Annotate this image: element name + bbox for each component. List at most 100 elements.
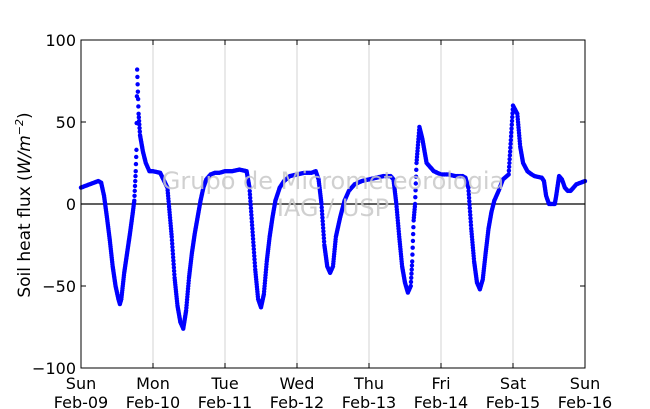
data-point <box>136 118 142 124</box>
data-point <box>509 118 515 124</box>
axis-ticks <box>80 39 586 369</box>
x-tick-day-label: Wed <box>280 374 315 393</box>
data-point <box>409 271 414 276</box>
x-tick-day-label: Tue <box>210 374 238 393</box>
x-tick-date-label: Feb-10 <box>126 393 180 409</box>
data-point <box>468 219 473 224</box>
data-point <box>413 194 418 200</box>
data-point <box>249 216 254 221</box>
data-point <box>133 169 138 174</box>
y-axis-label-text: Soil heat flux ( <box>15 174 35 297</box>
x-tick-labels: SunFeb-09MonFeb-10TueFeb-11WedFeb-12ThuF… <box>54 374 612 409</box>
data-point <box>251 243 256 248</box>
data-point <box>508 141 513 147</box>
data-point <box>410 252 415 257</box>
data-point <box>250 229 255 235</box>
data-point <box>510 111 515 116</box>
data-point <box>170 241 175 246</box>
data-point <box>506 164 512 170</box>
y-axis-label-close: ) <box>15 112 35 119</box>
data-point <box>133 178 138 184</box>
data-point <box>466 192 472 197</box>
data-point <box>466 185 471 190</box>
x-tick-date-label: Feb-09 <box>54 393 108 409</box>
data-point <box>132 198 137 203</box>
data-point <box>467 202 472 207</box>
data-point <box>410 259 415 264</box>
y-tick-labels: 100 50 0 −50 −100 <box>32 31 76 378</box>
data-point <box>171 261 176 267</box>
data-point <box>170 255 176 260</box>
data-point <box>410 231 416 237</box>
data-point <box>509 126 514 131</box>
data-point <box>170 251 176 257</box>
data-point <box>468 216 473 221</box>
data-point <box>509 130 514 135</box>
data-point <box>171 265 177 270</box>
y-tick-label: 0 <box>66 195 76 214</box>
data-point <box>409 275 414 280</box>
data-point <box>132 193 137 198</box>
x-tick-date-label: Feb-13 <box>342 393 396 409</box>
y-tick-label: −50 <box>42 277 76 296</box>
x-tick-day-label: Sun <box>66 374 96 393</box>
data-point <box>466 188 471 194</box>
data-point <box>169 238 175 243</box>
y-tick-label: −100 <box>32 359 76 378</box>
x-tick-day-label: Thu <box>353 374 384 393</box>
data-point <box>507 153 513 158</box>
data-point <box>169 234 174 239</box>
x-tick-day-label: Fri <box>431 374 450 393</box>
data-point <box>466 195 472 201</box>
data-point <box>413 181 418 186</box>
data-point <box>132 183 138 189</box>
data-point <box>510 114 515 120</box>
y-tick-label: 50 <box>56 113 76 132</box>
data-point <box>132 188 137 194</box>
data-points <box>78 67 588 331</box>
x-tick-day-label: Sun <box>570 374 600 393</box>
data-point <box>320 218 325 224</box>
data-point <box>251 246 256 252</box>
data-point <box>170 248 175 253</box>
data-point <box>250 236 256 242</box>
data-point <box>467 199 472 204</box>
data-point <box>506 168 512 173</box>
data-point <box>321 232 326 237</box>
data-point <box>409 267 414 272</box>
data-point <box>134 147 139 153</box>
data-point <box>320 222 326 227</box>
data-point <box>508 134 514 139</box>
data-point <box>250 233 256 238</box>
data-point <box>506 172 511 177</box>
data-point <box>409 263 415 268</box>
x-tick-day-label: Sat <box>500 374 526 393</box>
watermark: Grupo de Micrometeorologia IAG / USP <box>162 167 504 222</box>
data-point <box>137 129 142 134</box>
x-tick-day-label: Mon <box>136 374 170 393</box>
data-point <box>251 240 256 245</box>
data-point <box>412 201 418 207</box>
data-point <box>320 225 326 231</box>
x-tick-date-label: Feb-14 <box>414 393 468 409</box>
data-point <box>468 212 473 218</box>
data-point <box>136 104 141 109</box>
data-point <box>135 96 141 102</box>
watermark-line-1: Grupo de Micrometeorologia <box>162 167 504 195</box>
data-point <box>321 235 327 241</box>
data-point <box>249 222 255 228</box>
data-point <box>171 258 176 263</box>
data-point <box>248 209 254 214</box>
data-point <box>252 260 257 265</box>
y-axis-label-unit: W/m <box>15 135 35 174</box>
data-point <box>507 149 513 154</box>
data-point <box>252 253 257 259</box>
data-point <box>467 209 473 214</box>
data-point <box>408 279 414 285</box>
data-point <box>249 219 255 224</box>
data-point <box>320 212 325 217</box>
data-point <box>319 208 325 214</box>
data-point <box>320 215 325 220</box>
data-point <box>413 188 418 193</box>
